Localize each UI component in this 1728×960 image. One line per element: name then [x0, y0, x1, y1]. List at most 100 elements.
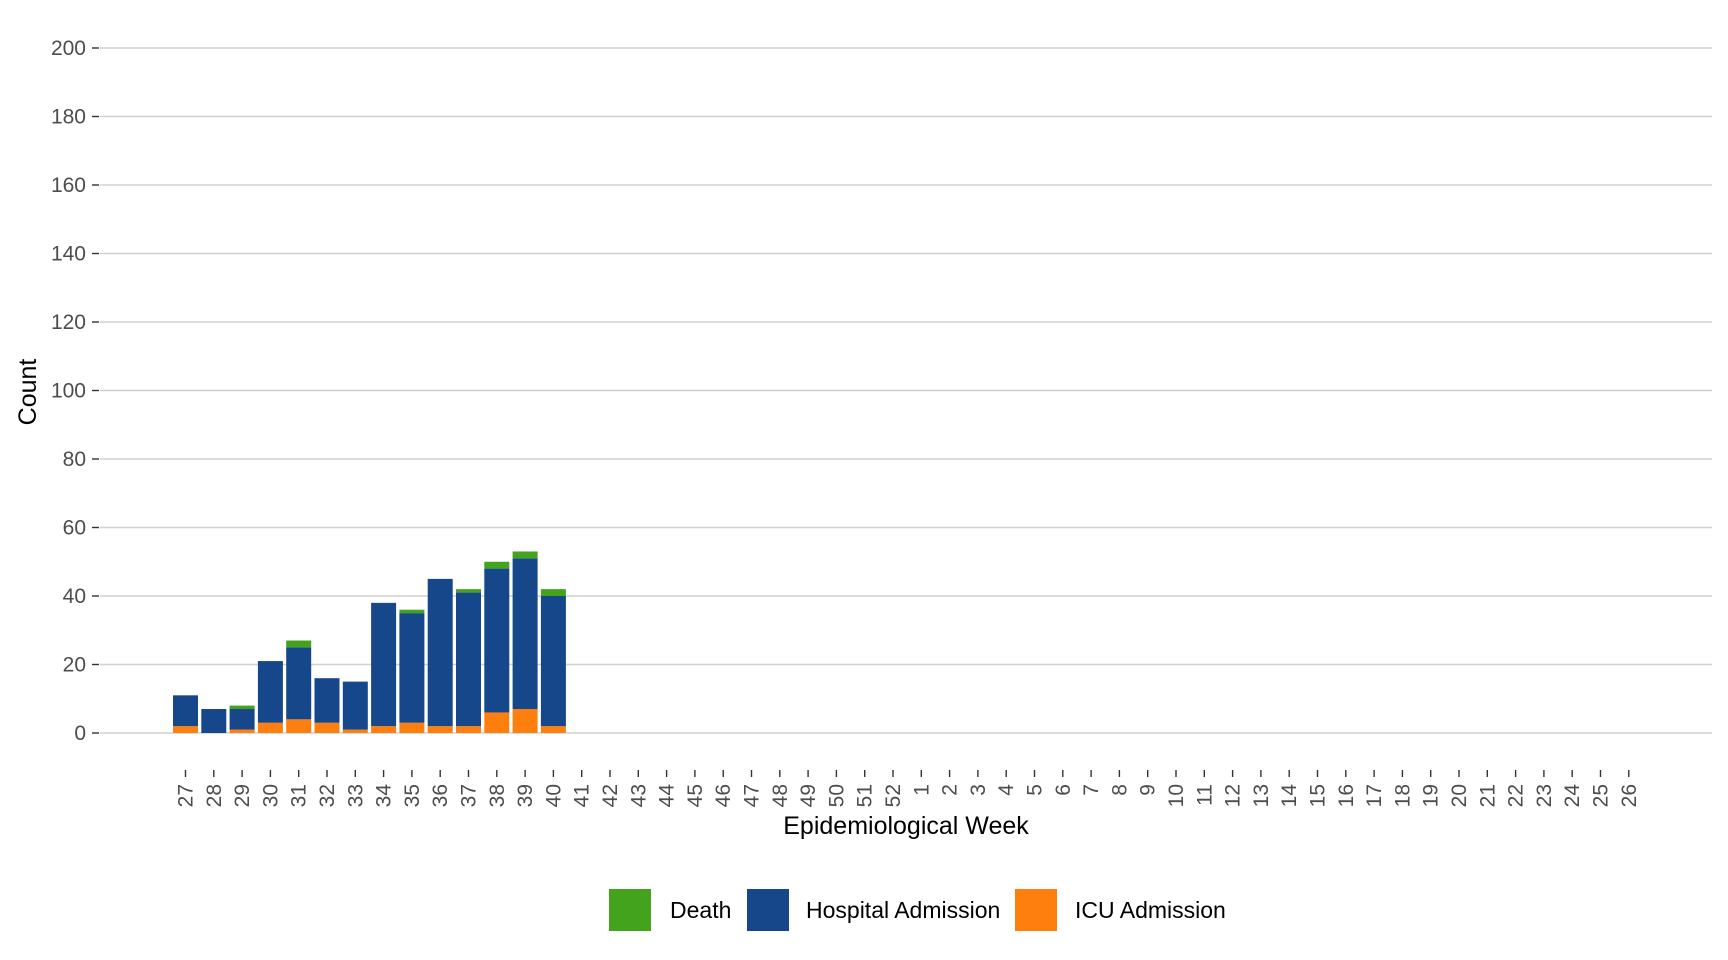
x-tick-label: 36 [429, 784, 452, 807]
x-tick-label: 9 [1137, 784, 1160, 796]
x-tick-label: 15 [1307, 784, 1330, 807]
bar-hospital-admission [342, 681, 368, 730]
x-tick-label: 16 [1335, 784, 1358, 807]
x-tick-label: 12 [1222, 784, 1245, 807]
y-tick-label: 180 [51, 106, 86, 129]
bar-icu-admission [229, 729, 255, 733]
bar-hospital-admission [201, 709, 227, 733]
x-tick-label: 13 [1250, 784, 1273, 807]
x-tick-label: 35 [401, 784, 424, 807]
x-tick-label: 14 [1278, 784, 1301, 808]
x-tick-label: 30 [259, 784, 282, 807]
bar-icu-admission [427, 726, 453, 733]
x-tick-label: 1 [910, 784, 933, 796]
bar-hospital-admission [484, 568, 510, 713]
bar-hospital-admission [286, 647, 312, 720]
legend: Death Hospital Admission ICU Admission [609, 889, 1226, 931]
x-axis-title: Epidemiological Week [783, 812, 1029, 840]
x-tick-label: 25 [1590, 784, 1613, 807]
y-tick-label: 200 [51, 37, 86, 60]
x-tick-label: 33 [344, 784, 367, 807]
y-axis-title: Count [14, 359, 42, 426]
x-tick-label: 41 [571, 784, 594, 807]
x-tick-label: 6 [1052, 784, 1075, 796]
x-tick-label: 19 [1420, 784, 1443, 807]
x-tick-label: 45 [684, 784, 707, 807]
x-tick-label: 46 [712, 784, 735, 807]
legend-key-hospital-admission [747, 889, 789, 931]
grid [100, 47, 1712, 734]
x-tick-label: 39 [514, 784, 537, 807]
x-tick-label: 28 [203, 784, 226, 807]
x-tick-label: 37 [458, 784, 481, 807]
bar-hospital-admission [456, 592, 481, 727]
bar-hospital-admission [399, 613, 425, 723]
x-tick-label: 50 [825, 784, 848, 807]
bar-icu-admission [314, 722, 340, 733]
bar-hospital-admission [512, 558, 538, 710]
bar-icu-admission [371, 726, 397, 733]
y-tick-label: 60 [63, 517, 86, 540]
x-tick-label: 47 [741, 784, 764, 807]
bar-icu-admission [173, 726, 198, 733]
bar-hospital-admission [257, 661, 283, 723]
bar-hospital-admission [371, 602, 397, 727]
legend-key-icu-admission [1015, 889, 1057, 931]
x-tick-label: 24 [1561, 784, 1584, 808]
x-tick-label: 21 [1476, 784, 1499, 807]
x-tick-label: 40 [542, 784, 565, 807]
bar-hospital-admission [427, 578, 453, 727]
bar-hospital-admission [314, 678, 340, 723]
x-tick-label: 49 [797, 784, 820, 807]
bar-hospital-admission [173, 695, 198, 727]
legend-label: Death [670, 897, 731, 923]
y-tick-label: 0 [74, 722, 86, 745]
bar-icu-admission [540, 726, 566, 733]
legend-key-death [609, 889, 651, 931]
bar-icu-admission [286, 719, 312, 733]
bar-icu-admission [342, 729, 368, 733]
x-tick-label: 10 [1165, 784, 1188, 807]
x-tick-label: 20 [1448, 784, 1471, 807]
y-tick-label: 120 [51, 311, 86, 334]
bar-icu-admission [257, 722, 283, 733]
x-tick-label: 52 [882, 784, 905, 807]
y-tick-label: 80 [63, 448, 86, 471]
x-tick-label: 51 [854, 784, 877, 807]
bar-hospital-admission [540, 596, 566, 727]
x-tick-label: 34 [373, 784, 396, 808]
bar-icu-admission [484, 712, 510, 733]
x-tick-label: 4 [995, 784, 1018, 796]
x-tick-label: 32 [316, 784, 339, 807]
x-tick-label: 8 [1108, 784, 1131, 796]
x-tick-label: 38 [486, 784, 509, 807]
x-tick-label: 2 [939, 784, 962, 796]
y-tick-label: 100 [51, 380, 86, 403]
x-tick-label: 43 [627, 784, 650, 807]
y-tick-label: 160 [51, 174, 86, 197]
x-tick-label: 5 [1024, 784, 1047, 796]
bars [173, 551, 566, 733]
x-tick-label: 42 [599, 784, 622, 807]
x-axis: 27 28 29 30 31 32 33 34 35 36 37 38 39 40 41 42 43 44 45 46… [175, 770, 1641, 807]
legend-label: ICU Admission [1075, 897, 1226, 923]
x-tick-label: 29 [231, 784, 254, 807]
bar-death [456, 589, 481, 593]
x-tick-label: 3 [967, 784, 990, 796]
x-tick-label: 26 [1618, 784, 1641, 807]
x-tick-label: 7 [1080, 784, 1103, 796]
x-tick-label: 17 [1363, 784, 1386, 807]
x-tick-label: 11 [1193, 784, 1216, 806]
x-tick-label: 18 [1391, 784, 1414, 807]
x-tick-label: 22 [1505, 784, 1528, 807]
y-tick-label: 40 [63, 585, 86, 608]
bar-death [484, 561, 510, 569]
legend-label: Hospital Admission [806, 897, 1000, 923]
x-tick-label: 27 [175, 784, 198, 807]
bar-death [286, 640, 312, 648]
bar-icu-admission [512, 709, 538, 733]
bar-death [512, 551, 538, 559]
y-tick-label: 140 [51, 243, 86, 266]
bar-icu-admission [456, 726, 481, 733]
